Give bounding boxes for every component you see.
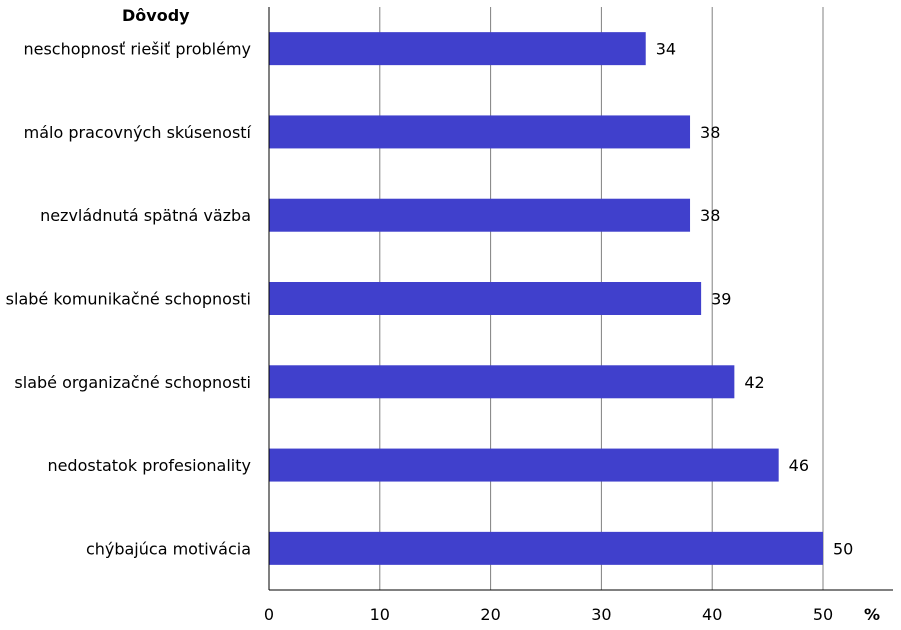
- y-axis-title: Dôvody: [122, 6, 190, 25]
- x-tick-label-5: 50: [813, 605, 833, 624]
- value-label-0: 34: [656, 40, 676, 59]
- category-label-6: chýbajúca motivácia: [86, 539, 251, 558]
- x-tick-label-2: 20: [480, 605, 500, 624]
- value-label-4: 42: [744, 373, 764, 392]
- value-label-6: 50: [833, 539, 853, 558]
- category-label-2: nezvládnutá spätná väzba: [40, 206, 251, 225]
- bar-1: [269, 115, 691, 149]
- category-label-5: nedostatok profesionality: [47, 456, 251, 475]
- bar-4: [269, 365, 735, 399]
- category-label-1: málo pracovných skúseností: [24, 123, 252, 142]
- bar-3: [269, 282, 702, 315]
- bars: [269, 32, 823, 565]
- value-label-5: 46: [789, 456, 809, 475]
- x-tick-label-3: 30: [591, 605, 611, 624]
- bar-5: [269, 448, 779, 482]
- value-label-2: 38: [700, 206, 720, 225]
- value-label-3: 39: [711, 290, 731, 309]
- x-axis-title: %: [864, 605, 880, 624]
- x-tick-label-4: 40: [702, 605, 722, 624]
- category-label-0: neschopnosť riešiť problémy: [23, 40, 251, 59]
- bar-0: [269, 32, 646, 66]
- x-tick-labels: 0 10 20 30 40 50: [264, 605, 833, 624]
- x-tick-label-1: 10: [370, 605, 390, 624]
- category-label-3: slabé komunikačné schopnosti: [6, 290, 251, 309]
- bar-2: [269, 198, 691, 232]
- value-label-1: 38: [700, 123, 720, 142]
- bar-6: [269, 531, 823, 565]
- value-labels: 34 38 38 39 42 46 50: [656, 40, 854, 559]
- x-tick-label-0: 0: [264, 605, 274, 624]
- category-labels: neschopnosť riešiť problémy málo pracovný…: [6, 40, 252, 559]
- category-label-4: slabé organizačné schopnosti: [14, 373, 251, 392]
